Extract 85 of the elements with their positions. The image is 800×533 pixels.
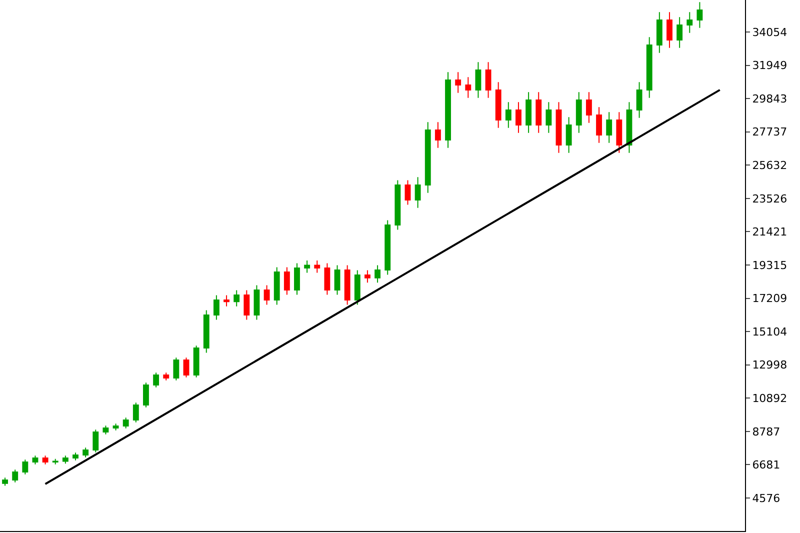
candlestick bbox=[42, 455, 48, 465]
candlestick bbox=[294, 262, 300, 296]
candlestick bbox=[626, 102, 632, 154]
candlestick bbox=[656, 12, 662, 54]
candlestick bbox=[404, 180, 411, 206]
candlestick bbox=[264, 284, 270, 306]
candlestick bbox=[666, 12, 672, 48]
candlestick bbox=[676, 16, 683, 48]
candlestick bbox=[92, 429, 99, 453]
candlestick bbox=[485, 62, 492, 98]
candlestick bbox=[394, 180, 401, 230]
candlestick bbox=[384, 220, 391, 276]
candlestick bbox=[82, 447, 89, 458]
candlestick bbox=[364, 270, 370, 284]
candlestick bbox=[576, 92, 582, 134]
y-tick-label: 4576 bbox=[752, 492, 780, 505]
candlestick bbox=[505, 102, 512, 128]
candlestick bbox=[254, 284, 260, 320]
y-tick-label: 27737 bbox=[752, 126, 788, 139]
candlestick bbox=[62, 455, 68, 464]
candlestick bbox=[22, 459, 28, 475]
candlestick bbox=[102, 425, 109, 435]
candlestick bbox=[143, 382, 149, 408]
candlestick bbox=[132, 402, 139, 423]
candlestick bbox=[546, 102, 552, 134]
candlestick bbox=[173, 357, 180, 381]
candlestick bbox=[234, 290, 240, 307]
candlestick bbox=[596, 106, 602, 144]
y-tick-label: 8787 bbox=[752, 425, 780, 438]
candlestick bbox=[324, 262, 330, 296]
candlestick bbox=[284, 266, 290, 296]
candlestick bbox=[112, 423, 119, 431]
candlestick bbox=[616, 112, 622, 154]
candlestick bbox=[646, 36, 652, 98]
y-tick-label: 25632 bbox=[752, 158, 788, 172]
candlestick bbox=[52, 458, 58, 465]
candlestick bbox=[354, 270, 360, 306]
candlestick bbox=[32, 455, 38, 465]
candlestick bbox=[244, 290, 250, 320]
y-tick-label: 23526 bbox=[752, 192, 788, 206]
y-tick-label: 19315 bbox=[752, 258, 788, 272]
candlestick bbox=[213, 294, 220, 320]
candlestick bbox=[566, 116, 572, 154]
candlestick bbox=[314, 260, 320, 274]
candlestick bbox=[475, 62, 482, 98]
y-tick-label: 12998 bbox=[752, 358, 788, 372]
candlestick bbox=[274, 266, 280, 306]
candlestick bbox=[374, 264, 380, 284]
candlestick bbox=[606, 112, 612, 144]
candlestick bbox=[696, 2, 703, 28]
candlestick bbox=[586, 92, 592, 124]
y-tick-label: 6681 bbox=[752, 458, 780, 472]
candlestick bbox=[455, 72, 462, 94]
candlestick bbox=[465, 76, 472, 98]
candlestick bbox=[122, 417, 129, 429]
y-tick-label: 21421 bbox=[752, 226, 788, 239]
candlestick bbox=[495, 82, 502, 128]
candlestick bbox=[193, 345, 200, 378]
candlestick bbox=[445, 72, 451, 148]
candlestick bbox=[203, 310, 210, 354]
candlestick bbox=[334, 264, 340, 296]
y-tick-label: 31949 bbox=[752, 59, 788, 72]
candlestick bbox=[434, 122, 441, 148]
candlestick bbox=[636, 82, 642, 118]
y-tick-label: 34054 bbox=[752, 26, 788, 39]
candlestick bbox=[556, 102, 562, 154]
candlestick bbox=[2, 477, 8, 486]
candlestick bbox=[686, 12, 693, 34]
candlestick bbox=[424, 122, 431, 194]
candlestick bbox=[516, 102, 522, 134]
candlestick bbox=[344, 264, 350, 306]
candlestick bbox=[304, 260, 310, 274]
y-tick-label: 17209 bbox=[752, 292, 788, 306]
candlestick bbox=[163, 372, 170, 381]
y-tick-label: 10892 bbox=[752, 392, 788, 405]
candlestick bbox=[526, 92, 532, 134]
y-tick-label: 29843 bbox=[752, 92, 788, 106]
candlestick bbox=[153, 372, 160, 388]
candlestick bbox=[183, 357, 190, 378]
y-tick-label: 15104 bbox=[752, 325, 788, 338]
candlestick bbox=[414, 176, 421, 208]
candlestick bbox=[12, 469, 18, 483]
candlestick bbox=[224, 294, 230, 307]
candlestick bbox=[536, 92, 542, 134]
candlestick bbox=[72, 452, 78, 461]
